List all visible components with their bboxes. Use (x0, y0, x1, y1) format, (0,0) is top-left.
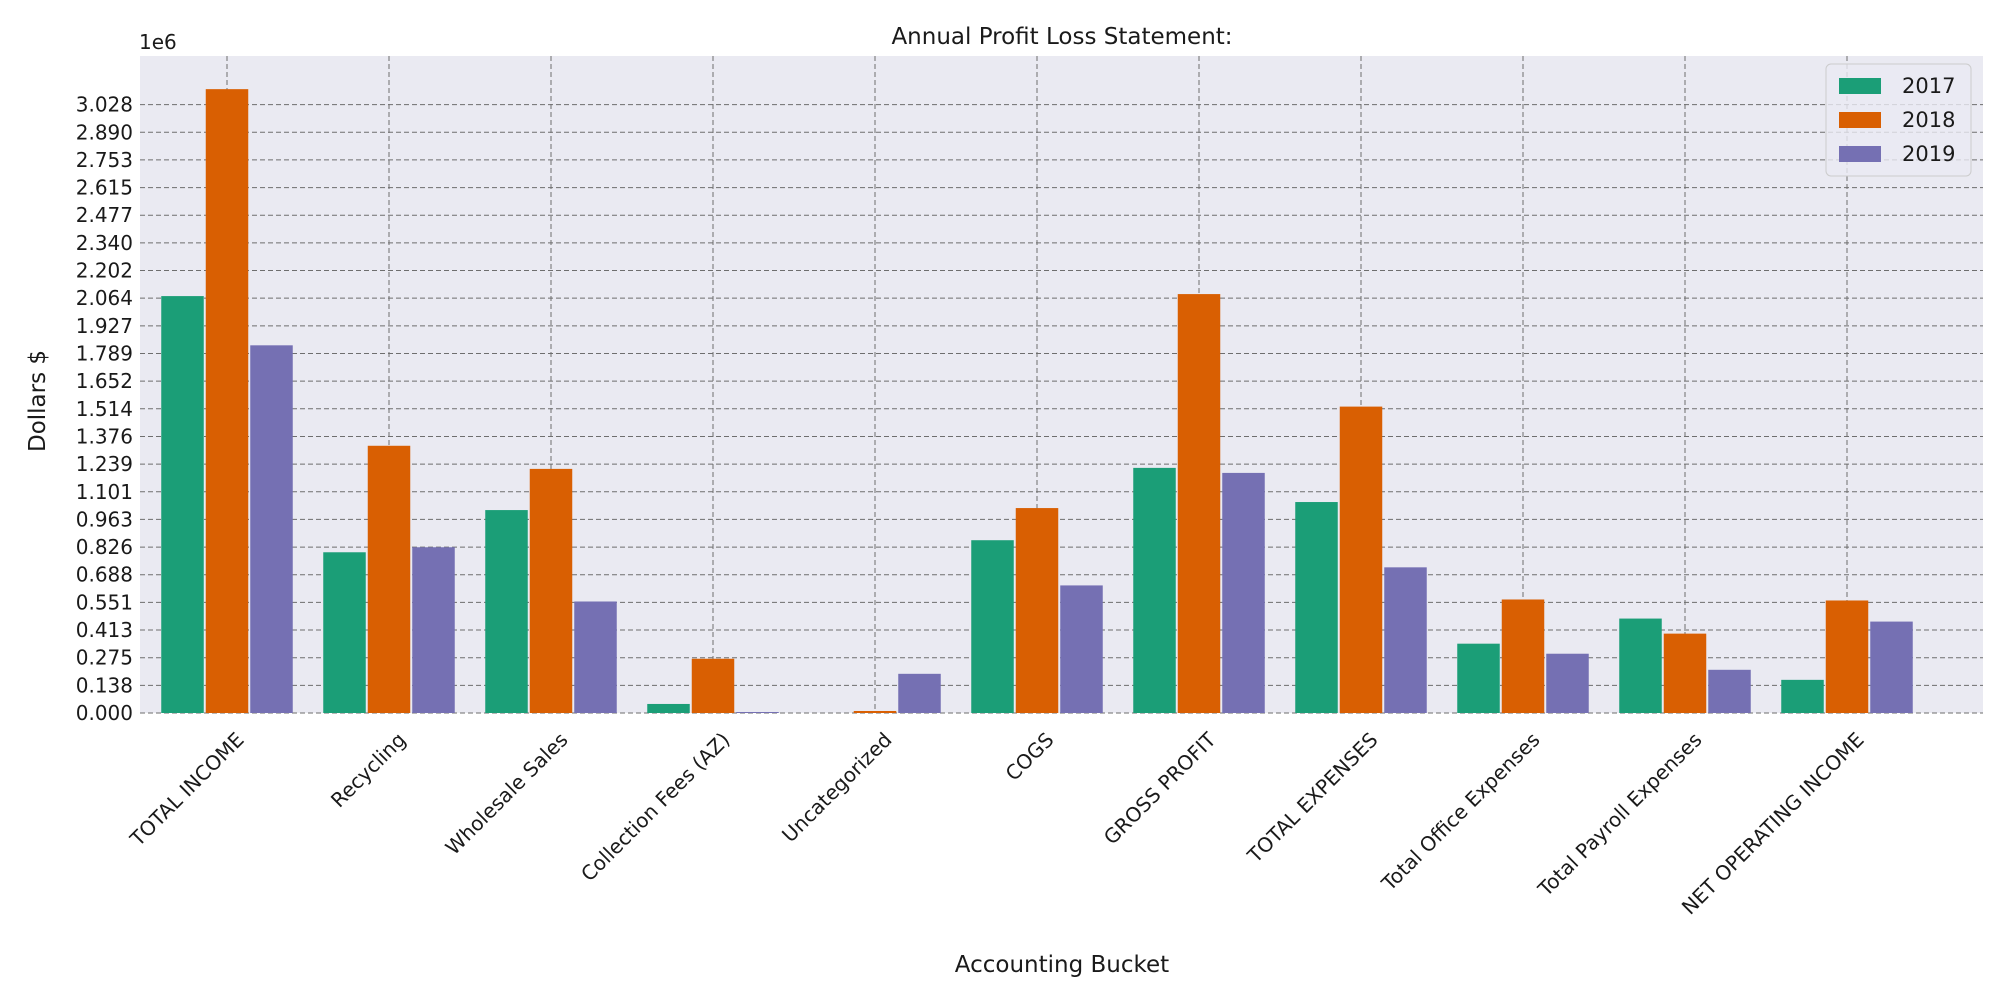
x-axis-title: Accounting Bucket (955, 952, 1169, 978)
y-tick-label: 0.413 (76, 618, 133, 642)
bar-2019 (1870, 621, 1913, 713)
y-tick-label: 2.202 (76, 259, 133, 283)
x-tick-label: Total Payroll Expenses (1533, 728, 1707, 902)
bar-2019 (736, 711, 779, 713)
x-tick-label: GROSS PROFIT (1099, 727, 1221, 849)
x-tick-label: Recycling (326, 728, 411, 813)
y-tick-label: 0.551 (76, 590, 133, 614)
y-tick-label: 0.826 (76, 535, 133, 559)
y-tick-label: 0.963 (76, 507, 133, 531)
bar-2017 (1457, 643, 1500, 713)
bar-2019 (1060, 585, 1103, 713)
y-tick-label: 0.275 (76, 646, 133, 670)
bar-2017 (1619, 618, 1662, 713)
bar-2018 (1501, 599, 1545, 713)
legend-swatch-2019 (1839, 146, 1881, 162)
bar-2018 (1825, 600, 1869, 713)
bar-2019 (412, 547, 455, 713)
x-tick-label: NET OPERATING INCOME (1677, 728, 1869, 920)
y-tick-label: 1.101 (76, 480, 133, 504)
y-tick-label: 0.000 (76, 701, 133, 725)
bar-2019 (250, 345, 293, 713)
bar-2019 (898, 673, 941, 713)
x-tick-label: COGS (1001, 728, 1059, 786)
legend-swatch-2018 (1839, 112, 1881, 128)
y-tick-label: 2.753 (76, 148, 133, 172)
bar-2018 (853, 710, 897, 713)
bar-2017 (1295, 502, 1338, 713)
bar-2017 (971, 540, 1014, 713)
y-axis-title: Dollars $ (25, 350, 51, 452)
y-tick-label: 1.927 (76, 314, 133, 338)
y-tick-label: 0.688 (76, 563, 133, 587)
y-tick-label: 1.652 (76, 369, 133, 393)
y-tick-label: 1.789 (76, 341, 133, 365)
bar-2017 (485, 510, 528, 713)
bar-2018 (367, 445, 411, 713)
bar-2018 (1015, 508, 1059, 713)
bars (161, 89, 1913, 714)
y-offset-text: 1e6 (139, 30, 177, 54)
y-tick-label: 0.138 (76, 673, 133, 697)
bar-2018 (205, 89, 249, 714)
x-tick-label: TOTAL INCOME (125, 728, 249, 852)
bar-2017 (647, 703, 690, 713)
bar-2017 (1133, 467, 1176, 713)
bar-2019 (1546, 653, 1589, 713)
y-axis-ticks: 0.000 0.138 0.275 0.413 0.551 0.688 0.826 0.963… (76, 93, 133, 725)
x-tick-label: Uncategorized (777, 728, 896, 847)
y-tick-label: 2.064 (76, 286, 133, 310)
bar-2019 (1708, 669, 1751, 713)
bar-2019 (574, 601, 617, 713)
legend-swatch-2017 (1839, 78, 1881, 94)
bar-2019 (1222, 472, 1265, 713)
x-tick-label: Total Office Expenses (1376, 728, 1544, 896)
y-tick-label: 2.615 (76, 176, 133, 200)
y-tick-label: 1.514 (76, 397, 133, 421)
x-tick-label: Collection Fees (AZ) (576, 728, 734, 886)
bar-2018 (1339, 406, 1383, 713)
bar-2017 (1781, 679, 1824, 713)
chart-title: Annual Profit Loss Statement: (891, 24, 1232, 50)
y-tick-label: 2.477 (76, 203, 133, 227)
y-tick-label: 2.340 (76, 231, 133, 255)
y-tick-label: 3.028 (76, 93, 133, 117)
bar-2018 (691, 658, 735, 713)
bar-2018 (1177, 294, 1221, 713)
bar-2017 (323, 552, 366, 713)
y-tick-label: 1.239 (76, 452, 133, 476)
legend-label-2019: 2019 (1902, 142, 1955, 166)
legend-label-2018: 2018 (1902, 108, 1955, 132)
y-tick-label: 1.376 (76, 424, 133, 448)
bar-2017 (161, 296, 204, 713)
bar-2018 (529, 468, 573, 713)
bar-2018 (1663, 633, 1707, 713)
x-axis-ticks: TOTAL INCOME Recycling Wholesale Sales Coll… (125, 727, 1869, 919)
y-tick-label: 2.890 (76, 120, 133, 144)
bar-2019 (1384, 567, 1427, 713)
x-tick-label: TOTAL EXPENSES (1242, 728, 1383, 869)
x-tick-label: Wholesale Sales (441, 728, 573, 860)
legend: 2017 2018 2019 (1825, 63, 1972, 177)
legend-label-2017: 2017 (1902, 74, 1955, 98)
